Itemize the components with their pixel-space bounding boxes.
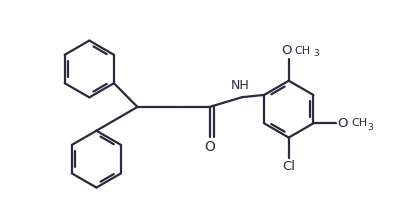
Text: Cl: Cl [282, 160, 295, 173]
Text: O: O [338, 117, 348, 130]
Text: 3: 3 [313, 49, 319, 58]
Text: 3: 3 [367, 123, 373, 132]
Text: O: O [281, 44, 291, 57]
Text: NH: NH [231, 79, 250, 92]
Text: CH: CH [351, 118, 367, 128]
Text: CH: CH [294, 46, 310, 56]
Text: O: O [204, 140, 215, 154]
